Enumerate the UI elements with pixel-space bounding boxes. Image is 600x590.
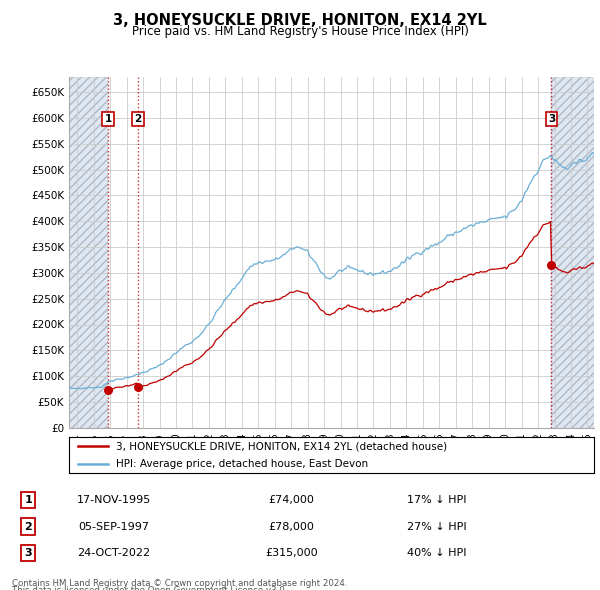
Text: 3, HONEYSUCKLE DRIVE, HONITON, EX14 2YL: 3, HONEYSUCKLE DRIVE, HONITON, EX14 2YL (113, 13, 487, 28)
Bar (69, 77, 108, 428)
Bar (551, 77, 594, 428)
Text: 3: 3 (25, 548, 32, 558)
Text: Price paid vs. HM Land Registry's House Price Index (HPI): Price paid vs. HM Land Registry's House … (131, 25, 469, 38)
Text: 2: 2 (25, 522, 32, 532)
Text: 27% ↓ HPI: 27% ↓ HPI (407, 522, 467, 532)
Point (547, 260, 556, 270)
Bar (69, 77, 108, 428)
Text: 24-OCT-2022: 24-OCT-2022 (77, 548, 151, 558)
Text: 40% ↓ HPI: 40% ↓ HPI (407, 548, 467, 558)
Bar (551, 77, 594, 428)
Text: £78,000: £78,000 (268, 522, 314, 532)
Text: 1: 1 (25, 495, 32, 505)
Point (133, 383, 143, 392)
Text: Contains HM Land Registry data © Crown copyright and database right 2024.: Contains HM Land Registry data © Crown c… (12, 579, 347, 588)
Text: 05-SEP-1997: 05-SEP-1997 (79, 522, 149, 532)
Text: 3, HONEYSUCKLE DRIVE, HONITON, EX14 2YL (detached house): 3, HONEYSUCKLE DRIVE, HONITON, EX14 2YL … (116, 441, 448, 451)
Text: 3: 3 (548, 114, 555, 124)
Text: 2: 2 (134, 114, 142, 124)
Text: HPI: Average price, detached house, East Devon: HPI: Average price, detached house, East… (116, 460, 368, 470)
Point (103, 385, 113, 394)
Text: This data is licensed under the Open Government Licence v3.0.: This data is licensed under the Open Gov… (12, 586, 287, 590)
Text: 1: 1 (104, 114, 112, 124)
Text: 17% ↓ HPI: 17% ↓ HPI (407, 495, 467, 505)
Text: 17-NOV-1995: 17-NOV-1995 (77, 495, 151, 505)
Text: £74,000: £74,000 (268, 495, 314, 505)
Text: £315,000: £315,000 (265, 548, 317, 558)
